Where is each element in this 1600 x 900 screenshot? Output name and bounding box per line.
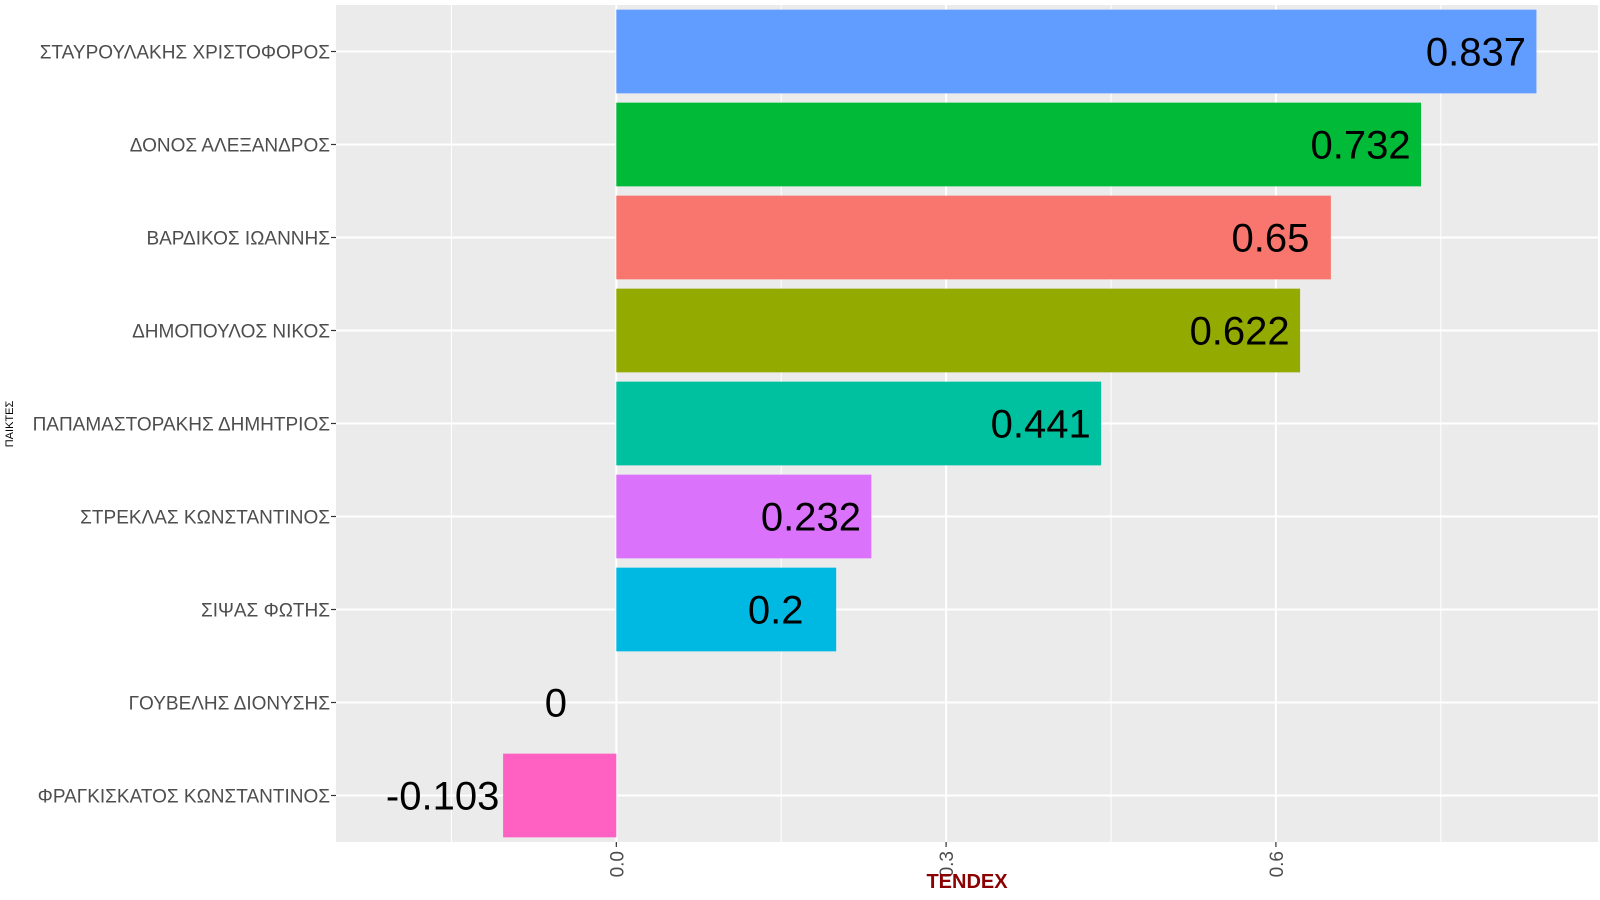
category-label: ΦΡΑΓΚΙΣΚΑΤΟΣ ΚΩΝΣΤΑΝΤΙΝΟΣ [38,787,330,808]
x-axis-title: TENDEX [926,871,1008,893]
data-label: 0 [545,682,567,726]
data-label: 0.441 [991,403,1091,447]
data-label: 0.732 [1310,124,1410,168]
data-label: 0.2 [748,589,804,633]
category-label: ΣΤΑΥΡΟΥΛΑΚΗΣ ΧΡΙΣΤΟΦΟΡΟΣ [40,43,330,64]
y-axis-title: ΠΑΙΚΤΕΣ [4,401,16,448]
category-label: ΓΟΥΒΕΛΗΣ ΔΙΟΝΥΣΗΣ [129,694,330,715]
category-label: ΔΗΜΟΠΟΥΛΟΣ ΝΙΚΟΣ [132,322,330,343]
data-label: 0.65 [1231,217,1309,261]
bar [616,195,1331,280]
category-label: ΒΑΡΔΙΚΟΣ ΙΩΑΝΝΗΣ [146,229,330,250]
data-label: 0.232 [761,496,861,540]
bars [503,9,1537,838]
category-label: ΠΑΠΑΜΑΣΤΟΡΑΚΗΣ ΔΗΜΗΤΡΙΟΣ [33,415,330,436]
bar [616,9,1537,94]
bar [616,474,872,559]
category-label: ΣΙΨΑΣ ΦΩΤΗΣ [201,601,330,622]
bar [616,381,1102,466]
y-axis: ΣΤΑΥΡΟΥΛΑΚΗΣ ΧΡΙΣΤΟΦΟΡΟΣ ΔΟΝΟΣ ΑΛΕΞΑΝΔΡΟΣ… [33,43,336,808]
x-tick-label: 0.3 [937,851,958,877]
bar [503,753,617,838]
data-label: 0.837 [1426,31,1526,75]
data-label: 0.622 [1190,310,1290,354]
data-label: -0.103 [386,775,499,819]
x-tick-label: 0.0 [607,851,628,877]
bar [616,288,1301,373]
data-labels: 0.837 0.732 0.65 0.622 0.441 0.232 0.2 0 -0.103 [386,31,1526,819]
bar [616,567,837,652]
category-label: ΔΟΝΟΣ ΑΛΕΞΑΝΔΡΟΣ [130,136,330,157]
x-tick-label: 0.6 [1267,851,1288,877]
category-label: ΣΤΡΕΚΛΑΣ ΚΩΝΣΤΑΝΤΙΝΟΣ [80,508,330,529]
bar [616,102,1422,187]
x-axis: 0.0 0.3 0.6 [607,842,1288,877]
